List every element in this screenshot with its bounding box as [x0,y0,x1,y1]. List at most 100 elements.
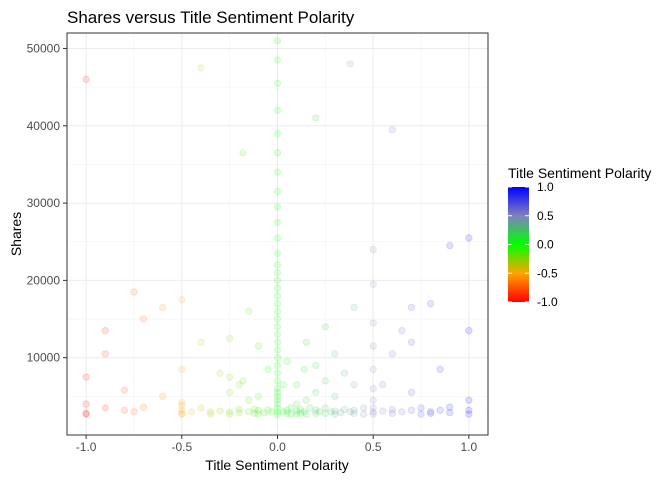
data-point [158,303,167,312]
data-point [331,410,339,418]
data-point [197,338,205,346]
data-point [264,365,272,373]
data-point [273,404,282,412]
data-point [273,353,282,362]
data-point [287,410,295,418]
data-point [235,381,243,389]
data-point [273,129,282,138]
y-tick-label: 40000 [27,119,61,133]
data-point [346,60,354,68]
data-point [273,323,282,331]
data-point [178,409,186,418]
data-point [292,381,301,389]
x-tick-label: 1.0 [461,440,478,454]
data-point [273,299,282,308]
data-point [268,408,276,416]
data-point [82,410,90,418]
data-point [426,299,435,308]
data-point [273,149,282,157]
data-point [273,261,282,269]
data-point [273,392,282,401]
data-point [398,408,406,416]
data-point [225,408,234,416]
data-point [315,408,324,416]
y-tick-label: 50000 [27,41,61,55]
data-point [139,403,148,411]
data-point [178,410,186,418]
data-point [292,400,301,408]
data-point [296,409,305,418]
data-point [331,407,339,415]
data-point [283,409,291,418]
data-point [273,79,282,87]
y-tick-label: 10000 [27,351,61,365]
data-point [273,187,282,196]
data-point [369,410,377,418]
data-point [273,168,282,176]
data-point [120,406,129,414]
data-point [407,303,416,312]
data-point [273,37,282,45]
data-point [327,408,335,416]
x-axis: -1.0 -0.5 0.0 0.5 1.0 [76,435,478,454]
data-point [279,408,287,416]
data-point [197,64,205,72]
data-point [273,400,282,408]
data-point [359,410,368,418]
data-point [273,106,282,115]
data-point [359,404,368,412]
data-point [273,284,282,292]
data-point [216,407,224,415]
data-point [436,406,444,414]
data-point [465,326,473,335]
data-point [369,319,377,327]
data-point [369,396,377,404]
y-axis: 10000 20000 30000 40000 50000 [27,41,67,365]
data-point [245,307,253,316]
data-point [388,409,397,418]
data-point [350,406,358,414]
data-point [178,365,186,373]
data-point [273,276,282,285]
data-point [398,326,406,335]
data-point [235,405,243,414]
legend-colorbar [508,187,529,302]
data-point [273,369,282,377]
data-point [407,338,416,346]
data-point [369,342,377,350]
x-tick-label: 0.5 [365,440,382,454]
data-point [273,292,282,300]
data-point [239,377,247,385]
data-point [321,404,330,412]
data-point [216,369,224,377]
data-point [130,408,138,416]
data-point [436,365,444,373]
data-point [101,326,109,335]
data-point [369,280,377,288]
data-point [273,249,282,258]
data-point [446,241,454,250]
legend-tick-label: 0.0 [537,238,554,252]
data-point [426,409,435,418]
data-point [336,408,345,417]
data-point [273,377,282,385]
data-point [292,410,301,418]
data-point [120,386,129,394]
x-axis-title: Title Sentiment Polarity [205,457,348,473]
data-point [302,338,310,346]
data-point [340,405,349,414]
data-point [300,408,308,416]
data-point [273,218,282,227]
data-point [254,392,263,401]
data-point [273,384,282,393]
data-point [178,398,186,407]
data-point [273,396,282,404]
data-point [279,381,287,389]
data-point [446,408,454,417]
data-point [158,392,167,401]
data-point [273,315,282,323]
legend-ticks: 1.0 0.5 0.0 -0.5 -1.0 [508,180,558,309]
data-point [388,350,397,358]
data-point [273,408,282,416]
